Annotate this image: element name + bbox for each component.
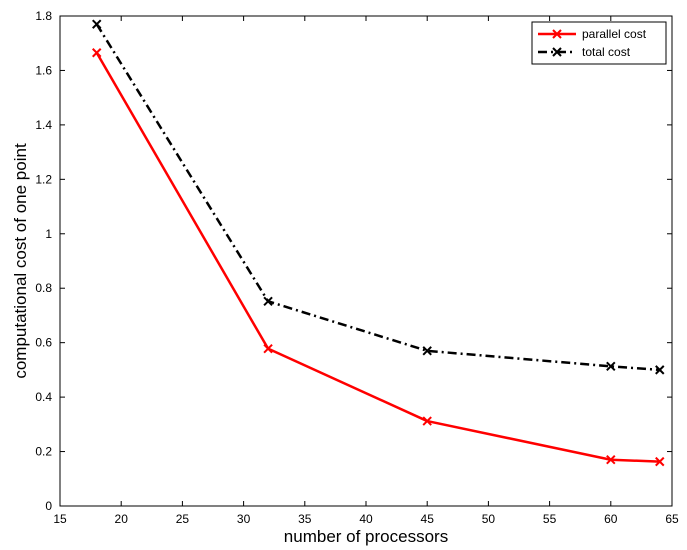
x-axis-ticks: 15 20 25 30 35 40 45 50 55 60 65 [53,16,679,526]
series-line-1 [95,23,660,372]
legend-marker-1 [552,47,562,57]
series-layer [92,19,665,467]
legend-label-0: parallel cost [582,27,647,41]
x-tick-label: 15 [53,512,67,526]
y-axis-ticks: 0 0.2 0.4 0.6 0.8 1 1.2 1.4 1.6 1.8 [35,9,672,513]
y-tick-label: 0.8 [35,281,52,295]
x-tick-label: 65 [665,512,679,526]
x-axis-title: number of processors [284,527,448,546]
x-tick-label: 40 [359,512,373,526]
x-tick-label: 45 [421,512,435,526]
x-tick-label: 60 [604,512,618,526]
legend: parallel cost total cost [531,21,667,65]
series-0-point [422,416,432,426]
x-tick-label: 35 [298,512,312,526]
y-tick-label: 1.4 [35,118,52,132]
y-tick-label: 1 [45,227,52,241]
plot-area [59,15,673,507]
y-tick-label: 0.6 [35,336,52,350]
x-tick-label: 25 [176,512,190,526]
y-axis-title: computational cost of one point [11,143,30,379]
y-tick-label: 0.2 [35,445,52,459]
series-1-point [655,365,665,375]
x-tick-label: 55 [543,512,557,526]
series-0-point [655,456,665,467]
x-tick-label: 30 [237,512,251,526]
y-tick-label: 0.4 [35,390,52,404]
y-tick-label: 1.2 [35,172,52,186]
legend-marker-0 [552,29,562,39]
series-1-point [606,361,616,372]
y-tick-label: 1.8 [35,9,52,23]
series-0-point [606,455,616,465]
legend-box [531,21,667,65]
series-1-point [422,346,432,356]
y-tick-label: 0 [45,499,52,513]
x-tick-label: 50 [482,512,496,526]
series-1-point [92,19,102,29]
x-tick-label: 20 [115,512,129,526]
series-0-point [263,343,273,354]
series-1-point [263,296,273,306]
legend-label-1: total cost [582,45,631,59]
series-0-point [92,48,102,58]
y-tick-label: 1.6 [35,63,52,77]
